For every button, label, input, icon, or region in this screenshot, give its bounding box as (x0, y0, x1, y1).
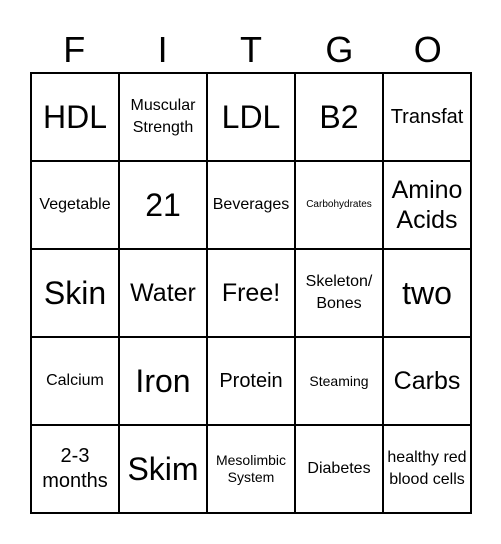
bingo-cell[interactable]: Steaming (296, 338, 384, 426)
bingo-header: F I T G O (30, 30, 472, 70)
header-letter-i: I (157, 29, 168, 70)
bingo-cell[interactable]: Skeleton/ Bones (296, 250, 384, 338)
bingo-board: HDL Muscular Strength LDL B2 Transfat Ve… (30, 72, 472, 514)
header-letter-o: O (413, 29, 442, 70)
bingo-cell[interactable]: Amino Acids (384, 162, 470, 250)
bingo-cell[interactable]: healthy red blood cells (387, 449, 467, 488)
bingo-cell[interactable]: Skim (120, 426, 208, 512)
bingo-cell[interactable]: two (384, 250, 470, 338)
bingo-cell[interactable]: Muscular Strength (120, 74, 208, 162)
bingo-cell[interactable]: 21 (120, 162, 208, 250)
bingo-cell[interactable]: Vegetable (32, 162, 120, 250)
bingo-cell[interactable]: Mesolimbic System (208, 426, 296, 512)
bingo-cell[interactable]: Transfat (384, 74, 470, 162)
bingo-cell[interactable]: Beverages (208, 162, 296, 250)
bingo-cell[interactable]: Iron (120, 338, 208, 426)
bingo-cell[interactable]: HDL (32, 74, 120, 162)
bingo-cell[interactable]: Diabetes (296, 426, 384, 512)
free-space[interactable]: Free! (208, 250, 296, 338)
bingo-cell[interactable]: Calcium (32, 338, 120, 426)
bingo-cell[interactable]: B2 (296, 74, 384, 162)
bingo-cell[interactable]: LDL (208, 74, 296, 162)
header-letter-t: T (239, 29, 262, 70)
header-letter-f: F (63, 29, 86, 70)
bingo-cell[interactable]: 2-3 months (32, 426, 120, 512)
bingo-cell[interactable]: Carbs (384, 338, 470, 426)
bingo-cell[interactable]: Protein (208, 338, 296, 426)
bingo-cell[interactable]: Skin (32, 250, 120, 338)
header-letter-g: G (325, 29, 354, 70)
bingo-cell[interactable]: Water (120, 250, 208, 338)
bingo-cell[interactable]: Carbohydrates (296, 162, 384, 250)
